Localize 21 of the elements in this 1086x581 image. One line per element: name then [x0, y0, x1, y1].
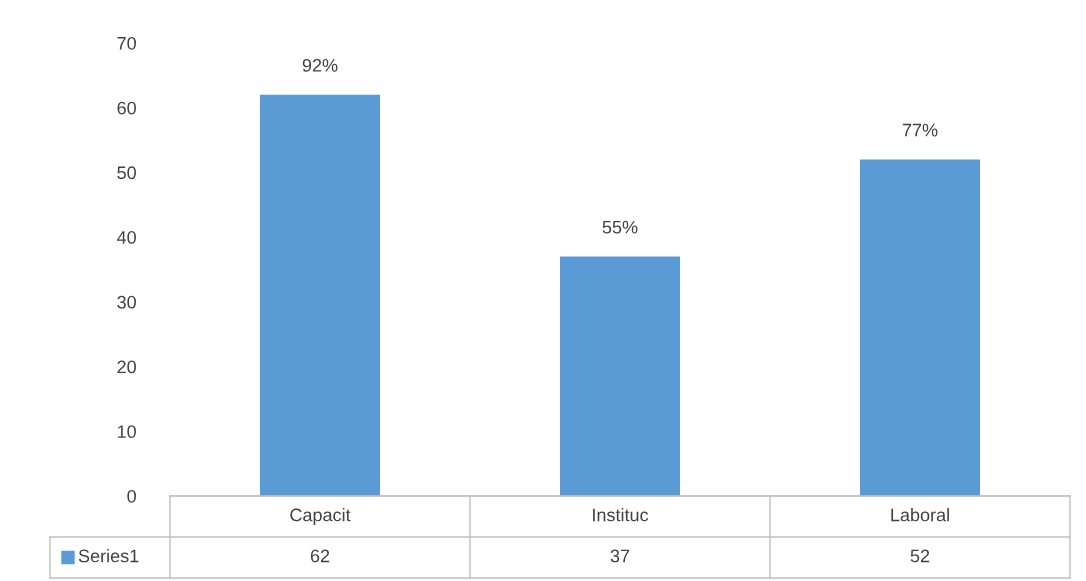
bar — [860, 159, 980, 496]
y-tick-label: 10 — [117, 425, 136, 439]
y-tick-label: 70 — [117, 36, 136, 50]
y-tick-label: 40 — [117, 231, 136, 244]
x-tick-label: Instituc — [593, 508, 649, 522]
data-label: 52 — [910, 549, 930, 563]
x-tick-label: Laboral — [891, 508, 949, 522]
annotation: 55% — [602, 220, 638, 234]
bar — [260, 94, 380, 496]
annotation: 92% — [302, 58, 338, 72]
y-tick-label: 30 — [117, 295, 136, 309]
data-label: 62 — [310, 549, 330, 563]
data-label: 37 — [610, 549, 630, 563]
x-tick-label: Capacit — [290, 508, 351, 525]
legend-label: Series1 — [78, 549, 139, 563]
y-tick-label: 20 — [117, 360, 136, 374]
y-tick-label: 50 — [117, 166, 136, 180]
y-tick-label: 60 — [117, 101, 136, 115]
annotation: 77% — [902, 123, 938, 137]
y-tick-label: 0 — [127, 489, 136, 503]
bar — [560, 256, 680, 496]
